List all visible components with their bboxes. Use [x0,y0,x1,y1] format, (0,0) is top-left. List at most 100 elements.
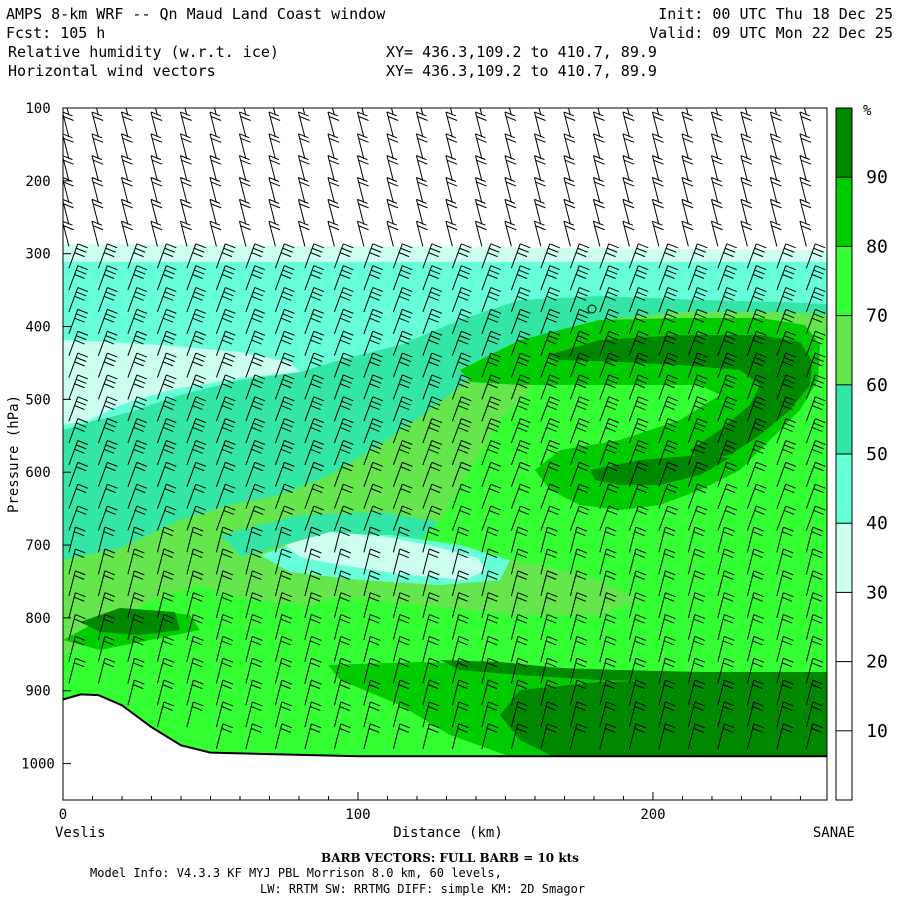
wind-barb [274,461,295,487]
wind-barb [504,155,517,181]
wind-barb [510,287,531,313]
colorbar-label: 80 [866,236,888,257]
rh-band-90-100-upper [548,335,812,485]
wind-barb [628,635,646,662]
wind-barb [363,243,383,269]
wind-barb [209,220,222,247]
wind-barb [540,287,560,313]
wind-barb [363,374,383,400]
wind-barb [776,483,796,509]
wind-barb [186,396,206,422]
colorbar-label: 30 [866,582,888,603]
wind-barb [628,396,649,422]
wind-barb [599,592,617,619]
wind-barb [592,177,605,203]
wind-barb [422,396,442,422]
wind-barb [422,374,442,400]
wind-barb [805,614,823,640]
wind-barb [592,198,605,225]
wind-barb [392,592,410,619]
wind-barb [127,243,147,269]
wind-barb [422,243,442,269]
wind-barb [567,108,571,116]
wind-barb [569,701,587,728]
wind-barb [392,570,410,597]
wind-barb [186,657,204,684]
wind-barb [68,635,86,662]
xy-range-2: XY= 436.3,109.2 to 410.7, 89.9 [386,62,657,80]
forecast-hour: Fcst: 105 h [6,24,105,42]
wind-barb [451,614,469,640]
wind-barb [156,635,175,662]
wind-barb [356,177,369,203]
wind-barb [274,440,295,466]
wind-barb [628,265,649,291]
field-label-wind: Horizontal wind vectors [8,62,216,80]
wind-barb [746,548,764,575]
wind-barb [628,243,649,269]
wind-barb [569,614,587,640]
wind-barb [799,111,812,138]
wind-barb [97,352,118,378]
wind-barb [510,570,528,597]
wind-barb [740,220,753,247]
wind-barb [681,155,694,181]
wind-barb [746,461,767,487]
wind-barb [209,177,222,203]
wind-barb [687,287,708,313]
wind-barb [422,308,442,334]
wind-barb [392,352,413,378]
wind-barb [597,108,601,116]
wind-barb [386,198,399,225]
wind-barb [769,133,782,160]
wind-barb [540,614,558,640]
wind-barb [304,526,322,553]
wind-barb [333,701,352,728]
wind-barb [658,548,676,575]
wind-barb [776,701,794,728]
wind-barb [386,133,399,160]
wind-barb [628,483,649,509]
wind-barb [504,111,517,138]
wind-barb [658,614,676,640]
wind-barb [68,308,89,334]
wind-barb [179,177,192,203]
wind-barb [333,505,354,531]
wind-barb [599,396,619,422]
wind-barb [422,614,440,640]
wind-barb [540,679,558,706]
wind-barb [805,440,826,466]
wind-barb [717,243,737,269]
wind-barb [186,592,204,619]
wind-barb [451,592,469,619]
wind-barb [504,220,517,247]
wind-barb [333,614,352,640]
wind-barb [658,461,678,487]
wind-barb [333,679,352,706]
wind-barb [274,679,293,706]
wind-barb [451,548,469,575]
wind-barb [245,679,263,706]
wind-barb [687,570,705,597]
wind-barb [215,570,234,597]
wind-barb [540,526,558,553]
wind-barb [569,287,590,313]
wind-barb [681,177,694,203]
wind-barb [776,635,794,662]
wind-barb [97,265,118,291]
wind-barb [120,177,133,203]
wind-barb [304,374,324,400]
wind-barb [156,701,175,728]
wind-barb [658,570,676,597]
wind-barb [68,265,89,291]
wind-barb [451,374,472,400]
wind-barb [245,308,265,334]
wind-barb [687,483,708,509]
wind-barb [687,505,708,531]
wind-barb [449,108,453,116]
wind-barb [628,505,649,531]
valid-time: Valid: 09 UTC Mon 22 Dec 25 [649,24,893,42]
wind-barb [304,352,324,378]
wind-barb [386,177,399,203]
wind-barb [592,133,605,160]
